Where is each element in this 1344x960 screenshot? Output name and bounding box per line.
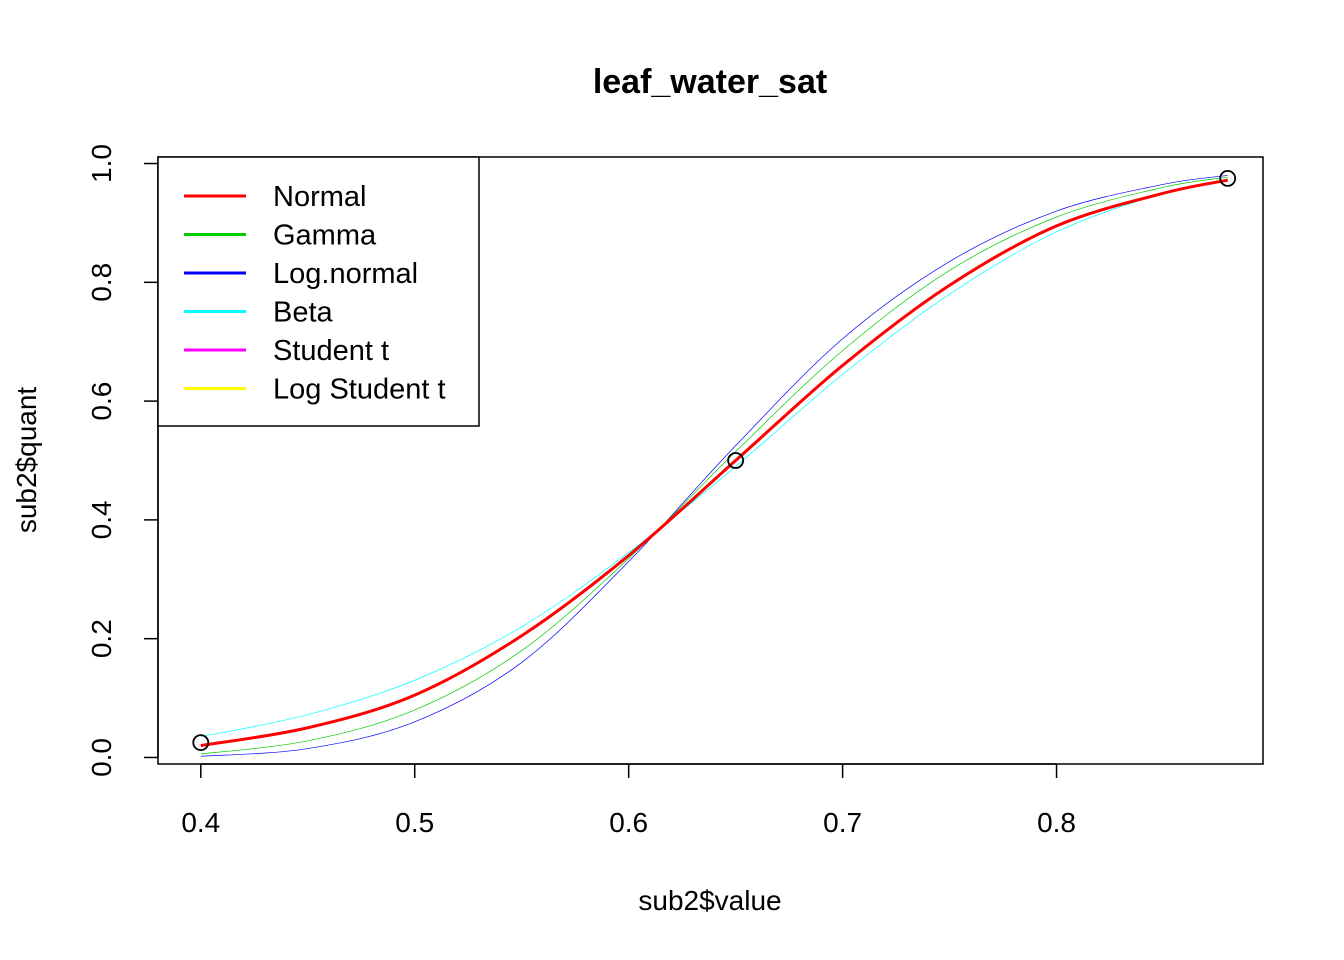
- legend-label: Log.normal: [273, 258, 418, 290]
- curve-log-normal: [200, 175, 1228, 757]
- observed-points: [192, 169, 1237, 752]
- fitted-curves: [200, 175, 1228, 757]
- x-tick-label: 0.5: [395, 807, 434, 838]
- curve-beta: [200, 178, 1228, 738]
- x-tick-label: 0.7: [823, 807, 862, 838]
- x-tick-label: 0.4: [181, 807, 220, 838]
- legend-label: Gamma: [273, 220, 377, 252]
- chart-title: leaf_water_sat: [593, 63, 827, 101]
- legend-label: Normal: [273, 181, 366, 213]
- legend-items: Normal Gamma Log.normal Beta Student t Log St…: [184, 181, 446, 406]
- y-tick-label: 1.0: [86, 144, 117, 183]
- x-tick-label: 0.6: [609, 807, 648, 838]
- legend-label: Beta: [273, 297, 334, 329]
- x-tick-label: 0.8: [1037, 807, 1076, 838]
- y-tick-label: 0.4: [86, 500, 117, 539]
- y-axis-label: sub2$quant: [11, 387, 42, 534]
- y-tick-label: 0.6: [86, 382, 117, 421]
- x-axis-label: sub2$value: [638, 885, 781, 916]
- legend-label: Log Student t: [273, 374, 446, 406]
- legend-label: Student t: [273, 335, 389, 367]
- y-tick-label: 0.2: [86, 619, 117, 658]
- legend-box: [157, 156, 480, 427]
- data-point: [192, 734, 210, 752]
- data-point: [1219, 169, 1237, 187]
- data-point: [727, 452, 745, 469]
- legend: Normal Gamma Log.normal Beta Student t Log St…: [157, 156, 480, 427]
- curve-normal: [200, 178, 1228, 748]
- y-tick-label: 0.0: [86, 738, 117, 777]
- y-tick-label: 0.8: [86, 263, 117, 302]
- y-axis: 0.0 0.2 0.4 0.6 0.8 1.0: [86, 144, 159, 777]
- curve-gamma: [200, 176, 1228, 755]
- x-axis: 0.4 0.5 0.6 0.7 0.8: [181, 763, 1076, 838]
